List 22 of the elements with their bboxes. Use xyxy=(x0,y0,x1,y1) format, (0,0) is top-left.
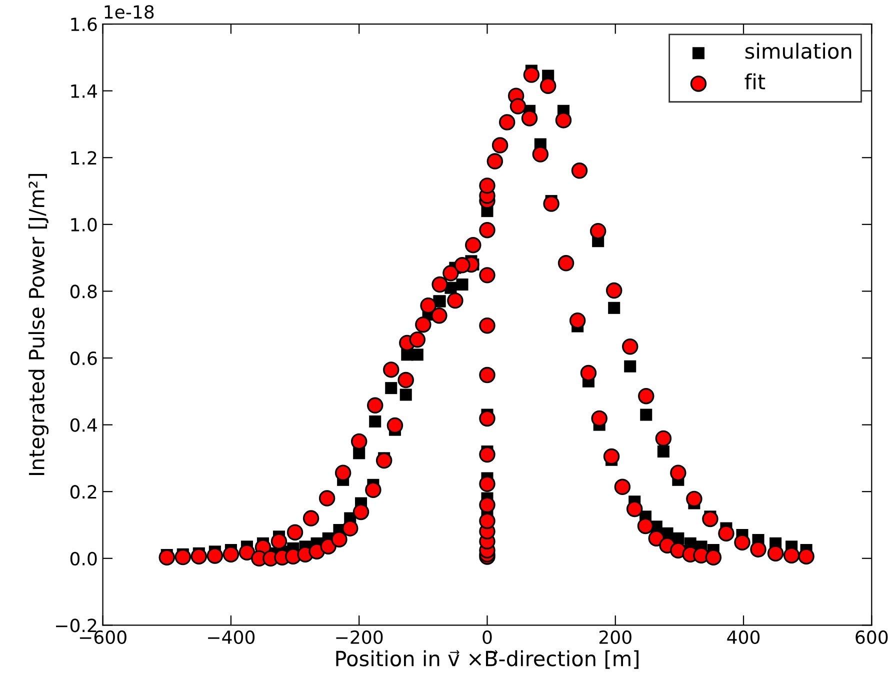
x-tick-label: 200 xyxy=(599,630,632,644)
legend-label: fit xyxy=(744,73,766,90)
y-tick-label: 0.4 xyxy=(70,418,97,432)
y-tick-label: 0.2 xyxy=(70,485,96,499)
y-tick-label: 1.2 xyxy=(71,151,96,164)
y-tick-label: 1.6 xyxy=(71,18,97,32)
y-tick-label: 0.6 xyxy=(70,351,97,366)
x-tick-label: 400 xyxy=(727,630,760,644)
y-tick-label: 0.0 xyxy=(70,552,97,566)
y-tick-label: −0.2 xyxy=(56,618,96,632)
x-axis-title: Position in v⃗ ×B⃗-direction [m] xyxy=(336,650,638,669)
x-tick-label: 0 xyxy=(482,630,492,644)
y-tick-label: 0.8 xyxy=(70,284,97,298)
y-axis-title: Integrated Pulse Power [J/m²] xyxy=(28,174,49,475)
y-tick-label: 1.4 xyxy=(71,84,97,98)
legend-label: simulation xyxy=(745,42,852,59)
x-tick-label: −200 xyxy=(336,630,383,644)
x-tick-label: 600 xyxy=(856,630,888,644)
text: 1e-18 xyxy=(104,5,154,19)
x-tick-label: −600 xyxy=(80,630,126,644)
y-tick-label: 1.0 xyxy=(71,218,97,232)
x-tick-label: −400 xyxy=(208,630,255,644)
